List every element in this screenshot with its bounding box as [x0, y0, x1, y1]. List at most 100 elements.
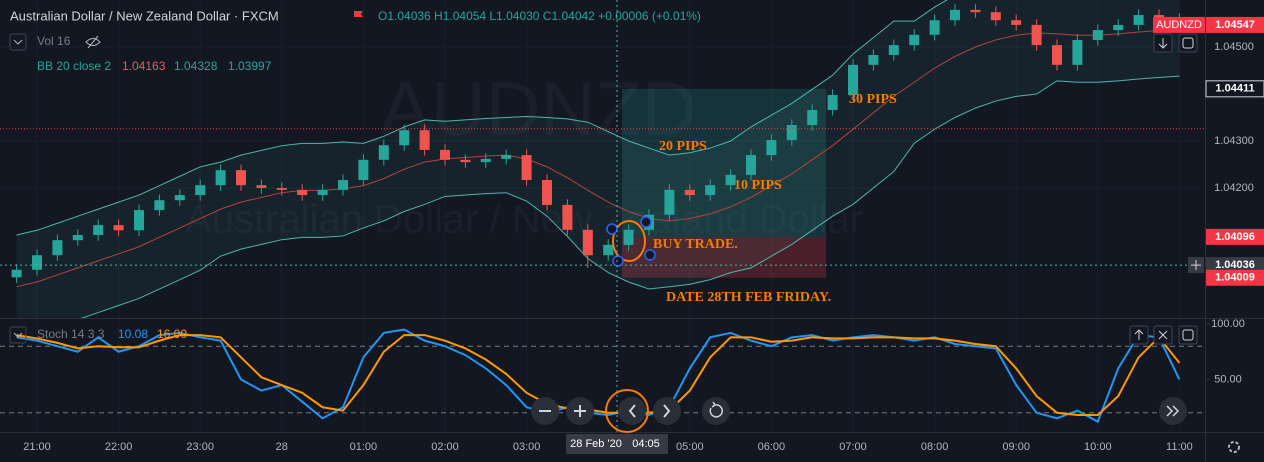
- candle-body: [215, 170, 226, 186]
- crosshair-date: 28 Feb '20: [570, 438, 622, 450]
- candle-body: [317, 189, 328, 196]
- price-tag: [1206, 16, 1264, 33]
- x-tick-label: 10:00: [1084, 441, 1112, 453]
- settings-icon[interactable]: [1228, 441, 1240, 453]
- candle-body: [746, 155, 756, 175]
- crosshair-time-box: [566, 434, 668, 454]
- collapse-button[interactable]: [9, 326, 27, 344]
- x-tick-label: 08:00: [921, 441, 949, 453]
- candle-body: [52, 240, 63, 256]
- scroll-left-button[interactable]: [618, 397, 646, 425]
- profit-zone: [622, 88, 826, 237]
- x-tick-label: 05:00: [676, 441, 704, 453]
- candle-body: [501, 155, 512, 159]
- candle-body: [338, 180, 348, 190]
- flag-icon[interactable]: [354, 11, 363, 17]
- watermark: AUDNZD: [380, 67, 697, 152]
- left-icon: [628, 404, 636, 418]
- scroll-right-button[interactable]: [653, 397, 681, 425]
- candle-body: [276, 187, 287, 190]
- maximize-button[interactable]: [1178, 33, 1198, 53]
- price-tag: [1205, 80, 1264, 98]
- candle-body: [256, 185, 267, 188]
- candle-body: [419, 130, 430, 150]
- candle-body: [72, 234, 83, 241]
- arrow-icon: [1134, 329, 1144, 340]
- drawing-handle: [606, 223, 618, 235]
- collapse-button[interactable]: [9, 33, 27, 51]
- candle-body: [950, 9, 960, 21]
- candle-body: [11, 269, 22, 278]
- x-tick-label: 22:00: [105, 441, 133, 453]
- ohlc-values: O1.04036 H1.04054 L1.04030 C1.04042 +0.0…: [378, 9, 701, 23]
- price-tag: [1206, 257, 1264, 274]
- maximize-button[interactable]: [1178, 325, 1198, 345]
- candle-body: [154, 200, 165, 211]
- candle-body: [358, 159, 369, 181]
- chevron-icon: [13, 39, 23, 45]
- candle-body: [766, 140, 777, 156]
- candle-body: [32, 255, 42, 270]
- candle-body: [888, 45, 899, 55]
- candle-body: [786, 125, 797, 141]
- stoch-pane: [0, 328, 1205, 424]
- annotation: DATE 28TH FEB FRIDAY.: [666, 290, 831, 305]
- y-tick-label: 100.00: [1211, 318, 1245, 330]
- x-tick-label: 03:00: [513, 441, 541, 453]
- x-tick-label: 11:00: [1166, 441, 1193, 453]
- candle-body: [970, 9, 981, 13]
- x-tick-label: 06:00: [758, 441, 786, 453]
- candle-body: [378, 145, 389, 160]
- close-icon: [1158, 330, 1168, 340]
- candle-body: [664, 189, 675, 215]
- bb-value: 1.03997: [228, 59, 272, 73]
- candle-body: [1133, 15, 1144, 25]
- candle-body: [990, 12, 1001, 21]
- candle-body: [236, 170, 246, 186]
- price-tag-label: 1.04009: [1215, 272, 1255, 284]
- bb-value: 1.04328: [174, 59, 218, 73]
- candle-body: [1011, 20, 1022, 25]
- candle-body: [909, 34, 920, 46]
- symbol-tag-label: AUDNZD: [1156, 19, 1202, 31]
- bb-lower: [80, 75, 1180, 318]
- band-fill: [16, 0, 1180, 318]
- price-tag-label: 1.04036: [1215, 259, 1255, 271]
- bb-middle: [16, 28, 1180, 288]
- candle-body: [1072, 39, 1083, 65]
- candle-body: [1031, 24, 1042, 46]
- hide-icon[interactable]: [85, 35, 101, 49]
- price-tag-label: 1.04547: [1215, 19, 1255, 31]
- candle-body: [113, 225, 124, 231]
- candle-body: [684, 189, 695, 196]
- candle-body: [1092, 30, 1103, 40]
- arrow-icon: [1158, 38, 1168, 49]
- candle-body: [562, 204, 573, 230]
- candle-body: [725, 174, 736, 186]
- y-tick-label: 1.04500: [1214, 41, 1254, 53]
- bb-value: 1.04163: [122, 59, 166, 73]
- candle-body: [603, 244, 614, 256]
- price-tag-label: 1.04411: [1215, 83, 1254, 95]
- annotation: 30 PIPS: [849, 92, 897, 107]
- candle-body: [929, 20, 940, 35]
- candle-body: [174, 195, 185, 201]
- bb-upper: [16, 0, 948, 236]
- crosshair-time: 04:05: [632, 438, 660, 450]
- candle-body: [848, 64, 858, 95]
- annotation: 10 PIPS: [734, 178, 782, 193]
- price-tag: [1206, 269, 1264, 286]
- candle-body: [134, 210, 144, 231]
- y-tick-label: 50.00: [1214, 373, 1242, 385]
- x-tick-label: 23:00: [186, 441, 214, 453]
- reset-button[interactable]: [702, 397, 730, 425]
- chevron-icon: [13, 332, 23, 338]
- x-tick-label: 28: [276, 441, 288, 453]
- stoch-k-value: 10.08: [118, 327, 148, 341]
- plus-icon: [1191, 260, 1201, 271]
- stoch-line: [16, 328, 1181, 424]
- drawing-handle: [612, 255, 624, 267]
- candle-body: [1113, 24, 1124, 31]
- watermark: Australian Dollar / New Zealand Dollar: [185, 198, 863, 242]
